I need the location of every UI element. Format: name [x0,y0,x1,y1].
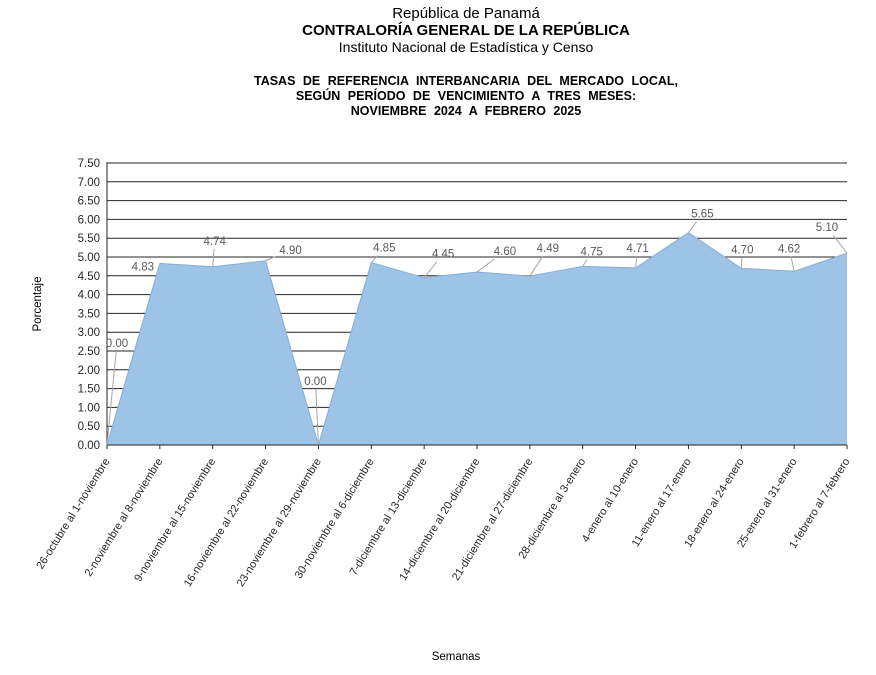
chart-title: TASAS DE REFERENCIA INTERBANCARIA DEL ME… [56,74,876,119]
data-label-leader [688,221,697,233]
y-tick-label: 1.50 [78,384,100,396]
data-label: 4.71 [626,243,648,255]
y-tick-label: 4.50 [78,271,100,283]
y-tick-label: 5.00 [78,252,100,264]
header-institution: CONTRALORÍA GENERAL DE LA REPÚBLICA [302,22,630,39]
data-label: 4.90 [279,245,301,257]
chart-title-line-2: SEGÚN PERÍODO DE VENCIMIENTO A TRES MESE… [295,89,637,103]
data-label: 4.74 [204,236,227,248]
data-label: 0.00 [106,338,128,350]
y-tick-label: 0.50 [78,421,100,433]
data-label-leader [315,388,319,446]
data-label-leader [790,256,795,272]
data-label-leader [529,255,544,277]
data-label-leader [476,258,495,273]
y-tick-label: 3.50 [78,308,100,320]
x-tick-label: 25-enero al 31-enero [735,456,800,549]
y-tick-label: 7.50 [78,158,100,170]
y-tick-label: 6.00 [78,214,100,226]
data-label: 5.65 [691,209,713,221]
data-label-leader [635,255,638,268]
data-label-leader [265,255,276,262]
y-tick-label: 7.00 [78,177,100,189]
header-country: República de Panamá [392,5,540,22]
data-label: 4.60 [494,246,516,258]
data-label: 4.70 [731,244,753,256]
y-tick-label: 3.00 [78,327,100,339]
data-label-leader [423,261,438,278]
y-axis-title: Porcentaje [32,276,44,332]
data-label: 4.83 [132,261,154,273]
data-label-leader [740,257,743,269]
y-tick-label: 5.50 [78,233,100,245]
report-header: República de Panamá CONTRALORÍA GENERAL … [56,5,876,119]
data-label: 4.62 [778,243,800,255]
data-label: 4.75 [581,246,603,258]
data-label: 4.49 [537,243,559,255]
area-series [107,232,847,445]
data-label-leader [832,234,848,254]
x-tick-label: 1-febrero al 7-febrero [787,456,852,551]
data-label: 0.00 [304,376,326,388]
data-label: 4.45 [432,249,454,261]
x-axis-title: Semanas [431,651,481,663]
data-label-leader [212,248,215,267]
y-tick-label: 1.00 [78,402,100,414]
y-tick-label: 4.00 [78,290,100,302]
y-tick-label: 6.50 [78,196,100,208]
y-tick-label: 2.50 [78,346,100,358]
data-label-leader [370,255,378,263]
y-tick-label: 2.00 [78,365,100,377]
header-department: Instituto Nacional de Estadística y Cens… [338,39,594,55]
chart-title-line-1: TASAS DE REFERENCIA INTERBANCARIA DEL ME… [253,74,678,88]
chart-title-line-3: NOVIEMBRE 2024 A FEBRERO 2025 [350,104,582,118]
x-tick-label: 18-enero al 24-enero [682,456,747,549]
x-tick-label: 4-enero al 10-enero [580,456,641,544]
data-label: 4.85 [373,243,395,255]
data-label-leader [582,259,588,267]
x-tick-label: 11-enero al 17-enero [630,456,694,549]
data-label: 5.10 [816,222,838,234]
data-label-leader [106,350,117,446]
y-tick-label: 0.00 [78,440,100,452]
